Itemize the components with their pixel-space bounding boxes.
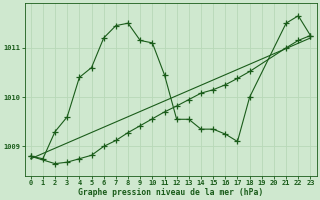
X-axis label: Graphe pression niveau de la mer (hPa): Graphe pression niveau de la mer (hPa) (78, 188, 263, 197)
